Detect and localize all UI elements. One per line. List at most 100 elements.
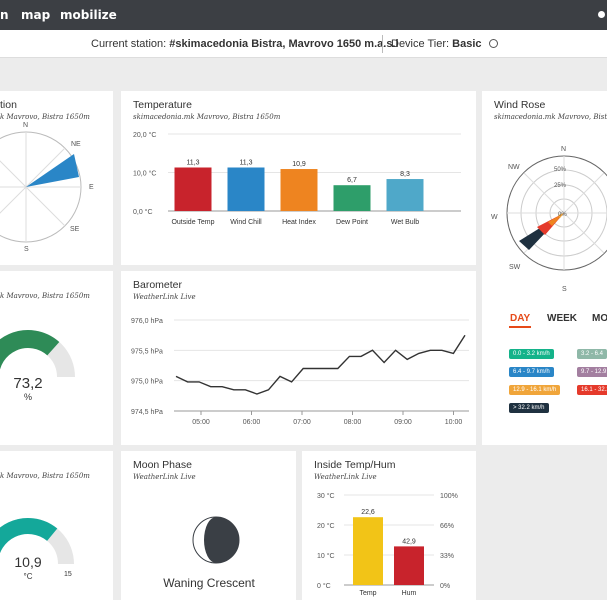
current-station[interactable]: Current station: #skimacedonia Bistra, M… [91, 38, 399, 50]
gauge-fill [0, 518, 58, 554]
compass-label: E [89, 184, 94, 191]
nav-item-truncated[interactable]: n [0, 8, 9, 22]
bar [386, 179, 424, 211]
device-tier-label: Device Tier: [391, 38, 450, 50]
moon-lit-part [193, 517, 216, 563]
y-tick-label-left: 20 °C [317, 522, 335, 530]
bar-value-label: 11,3 [186, 159, 199, 166]
y-tick-label-right: 0% [440, 583, 450, 590]
category-label: Outside Temp [171, 219, 214, 226]
device-tier-value: Basic [452, 38, 482, 50]
tab-day[interactable]: DAY [510, 313, 531, 324]
tab-day-underline [509, 326, 531, 328]
y-tick-label: 10,0 °C [133, 170, 156, 178]
card-subtitle: WeatherLink Live [133, 473, 196, 481]
card-title: Wind Rose [494, 99, 546, 111]
y-tick-label-right: 100% [440, 493, 458, 500]
bar-value-label: 42,9 [402, 538, 416, 545]
inside-temp-hum-card: Inside Temp/Hum WeatherLink Live 30 °C 10… [302, 451, 476, 600]
bar [174, 167, 212, 211]
y-tick-label-right: 33% [440, 553, 454, 560]
compass-label: N [561, 146, 566, 153]
user-menu-dot[interactable] [598, 11, 605, 18]
bar-value-label: 8,3 [400, 171, 410, 178]
bar [280, 169, 318, 211]
bar-value-label: 11,3 [239, 159, 252, 166]
card-subtitle: k Mavrovo, Bistra 1650m [0, 113, 90, 121]
y-tick-label-left: 0 °C [317, 582, 331, 590]
y-tick-label-left: 30 °C [317, 492, 335, 500]
compass-label: NW [508, 164, 520, 171]
device-tier: Device Tier: Basic [391, 38, 498, 50]
compass-label: NE [71, 141, 81, 148]
current-station-value: #skimacedonia Bistra, Mavrovo 1650 m.a.s… [169, 38, 399, 50]
category-label: Hum [402, 590, 417, 597]
gauge-max-label: 15 [64, 571, 72, 578]
ring-label: 50% [554, 167, 567, 173]
wind-direction-sector [26, 154, 79, 187]
humidity-card: k Mavrovo, Bistra 1650m 73,2 % [0, 271, 113, 445]
wind-direction-compass: N NE E SE S [0, 122, 94, 253]
wind-direction-card: tion k Mavrovo, Bistra 1650m N NE E SE S [0, 91, 113, 265]
y-tick-label-left: 10 °C [317, 552, 335, 560]
y-tick-label: 975,5 hPa [131, 348, 163, 355]
current-station-label: Current station: [91, 38, 167, 50]
legend-item: 0.0 - 3.2 km/h [509, 349, 554, 359]
y-tick-label: 0,0 °C [133, 208, 153, 216]
tab-week[interactable]: WEEK [547, 313, 577, 324]
dew-value: 10,9 [14, 554, 41, 570]
ring-label: 25% [554, 183, 567, 189]
inside-chart: 30 °C 100% 20 °C 66% 10 °C 33% 0 °C 0% 22,6 Temp 4… [317, 492, 458, 597]
card-subtitle: k Mavrovo, Bistra 1650m [0, 292, 90, 300]
temperature-card: Temperature skimacedonia.mk Mavrovo, Bis… [121, 91, 476, 265]
station-separator [382, 35, 383, 53]
legend-item: 12.9 - 16.1 km/h [509, 385, 561, 395]
bar-value-label: 6,7 [347, 177, 357, 184]
legend-item: 9.7 - 12.9 [577, 367, 607, 377]
x-tick-label: 10:00 [445, 419, 463, 426]
y-tick-label-right: 66% [440, 523, 454, 530]
card-title: Inside Temp/Hum [314, 459, 396, 471]
pressure-line [175, 334, 466, 395]
bar [394, 546, 424, 585]
temperature-chart: 20,0 °C 10,0 °C 0,0 °C 11,3 Outside Temp 11,3… [133, 131, 461, 226]
humidity-value: 73,2 [13, 375, 42, 392]
bar [227, 167, 265, 211]
gauge-fill [0, 330, 60, 370]
card-subtitle: WeatherLink Live [133, 293, 196, 301]
bar [353, 517, 383, 585]
legend-item: 6.4 - 9.7 km/h [509, 367, 554, 377]
compass-label: S [24, 246, 29, 253]
compass-label: SW [509, 264, 521, 271]
compass-label: W [491, 214, 498, 221]
x-tick-label: 07:00 [293, 419, 311, 426]
card-title: tion [0, 99, 17, 111]
nav-item-map[interactable]: map [21, 8, 51, 22]
ring-label: 0% [558, 212, 567, 218]
x-tick-label: 05:00 [192, 419, 210, 426]
moon-phase-name: Waning Crescent [163, 576, 255, 590]
x-tick-label: 06:00 [243, 419, 261, 426]
moon-phase-card: Moon Phase WeatherLink Live Waning Cresc… [121, 451, 296, 600]
card-subtitle: k Mavrovo, Bistra 1650m [0, 472, 90, 480]
category-label: Dew Point [336, 219, 368, 226]
nav-item-mobilize[interactable]: mobilize [60, 8, 117, 22]
card-subtitle: WeatherLink Live [314, 473, 377, 481]
moon-phase-graphic: Waning Crescent [163, 516, 255, 590]
compass-label: S [562, 286, 567, 293]
humidity-gauge: 73,2 % [0, 330, 75, 402]
bar-value-label: 10,9 [292, 161, 306, 168]
compass-label: SE [70, 226, 80, 233]
legend-item: > 32.2 km/h [509, 403, 549, 413]
bar [333, 185, 371, 211]
dew-point-card: k Mavrovo, Bistra 1650m 10,9 °C 15 [0, 451, 113, 600]
station-bar: Current station: #skimacedonia Bistra, M… [0, 30, 607, 58]
humidity-unit: % [24, 392, 32, 402]
barometer-chart: 976,0 hPa 975,5 hPa 975,0 hPa 974,5 hPa 05:0… [131, 318, 469, 426]
tab-month[interactable]: MO [592, 313, 607, 324]
category-label: Wind Chill [230, 219, 262, 226]
x-tick-label: 09:00 [394, 419, 412, 426]
y-tick-label: 976,0 hPa [131, 318, 163, 325]
gear-icon[interactable] [488, 39, 498, 48]
category-label: Wet Bulb [391, 219, 419, 226]
